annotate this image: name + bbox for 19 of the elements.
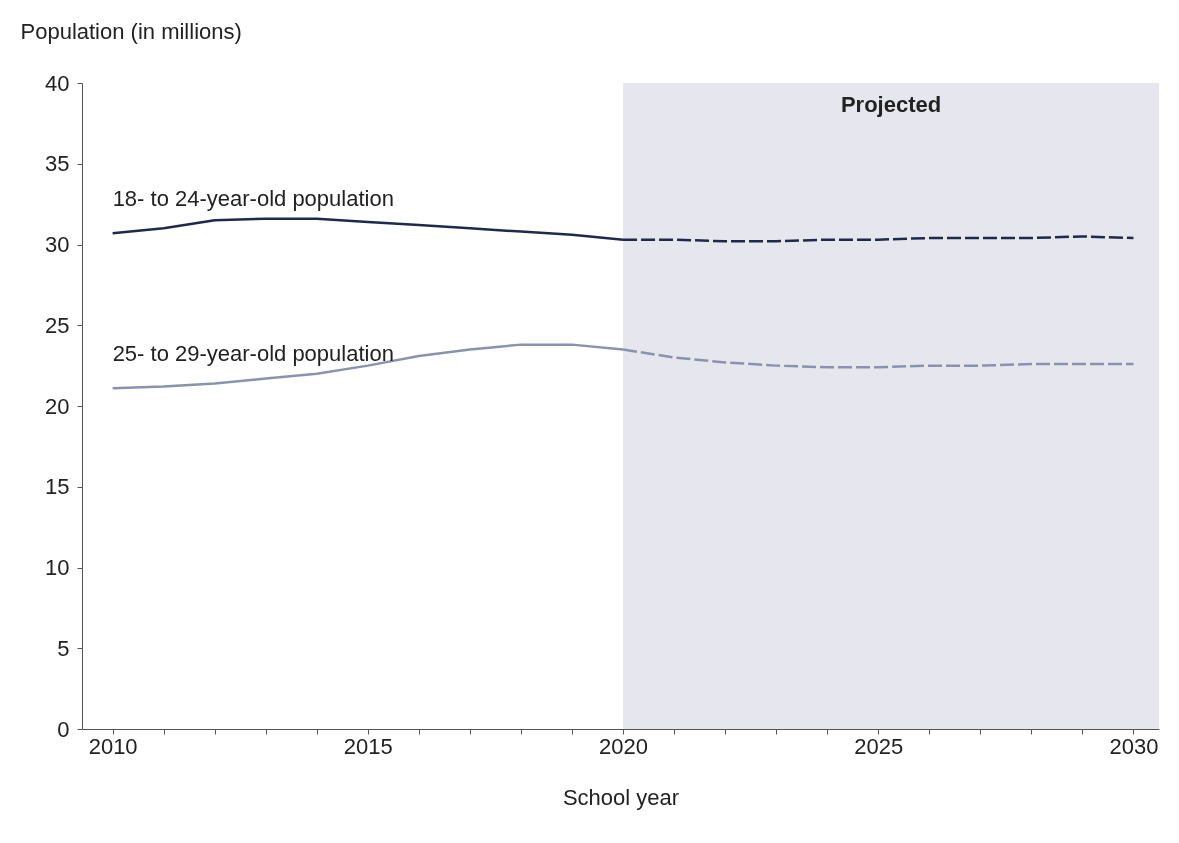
x-tick-label: 2020 <box>599 733 649 759</box>
y-tick-label: 30 <box>45 232 70 257</box>
y-tick-label: 20 <box>45 393 70 419</box>
x-tick-label: 2025 <box>854 733 904 759</box>
y-axis-title: Population (in millions) <box>20 18 242 44</box>
y-tick-label: 25 <box>45 312 70 338</box>
x-tick-label: 2030 <box>1109 733 1159 759</box>
series-label: 18- to 24-year-old population <box>112 186 394 212</box>
x-tick-label: 2010 <box>88 733 138 759</box>
y-tick-label: 0 <box>57 716 70 742</box>
x-tick-label: 2015 <box>343 733 393 759</box>
y-tick-label: 35 <box>45 151 70 177</box>
y-tick-label: 15 <box>45 474 70 500</box>
band-label: Projected <box>840 92 942 117</box>
y-tick-label: 5 <box>57 635 70 661</box>
y-tick-label: 10 <box>45 555 70 580</box>
series-label: 25- to 29-year-old population <box>112 341 394 367</box>
y-tick-label: 40 <box>45 70 70 96</box>
x-axis-title: School year <box>562 784 680 810</box>
